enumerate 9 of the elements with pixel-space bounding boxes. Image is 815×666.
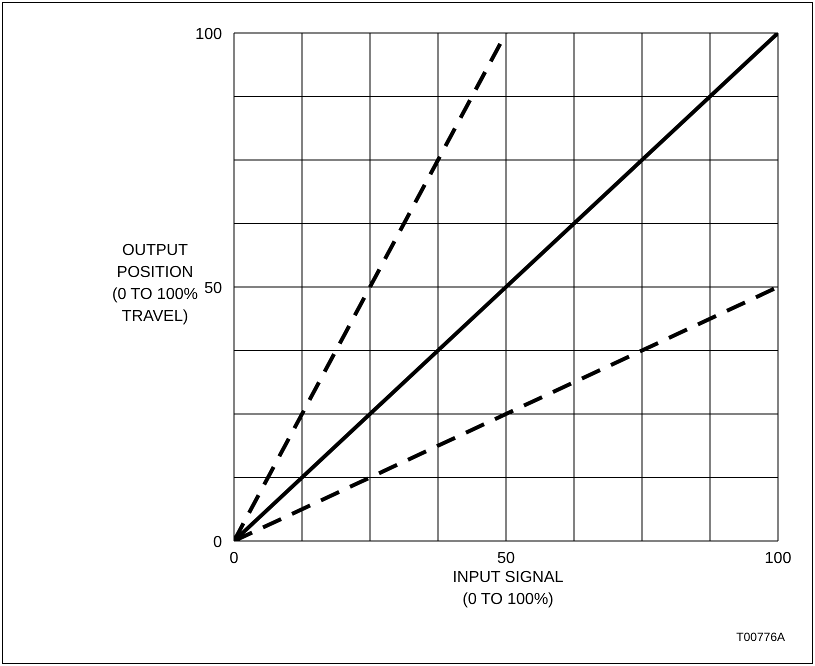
x-tick-label: 100 bbox=[764, 550, 792, 567]
y-axis-title: OUTPUT POSITION (0 TO 100% TRAVEL) bbox=[111, 241, 199, 327]
x-axis-title: INPUT SIGNAL (0 TO 100%) bbox=[452, 568, 564, 610]
x-tick-label: 50 bbox=[497, 550, 515, 567]
y-tick-label: 100 bbox=[195, 26, 222, 43]
y-tick-label: 50 bbox=[204, 280, 222, 297]
x-tick-label: 0 bbox=[230, 550, 239, 567]
text: T00776A bbox=[736, 630, 785, 644]
y-tick-label: 0 bbox=[213, 534, 222, 551]
